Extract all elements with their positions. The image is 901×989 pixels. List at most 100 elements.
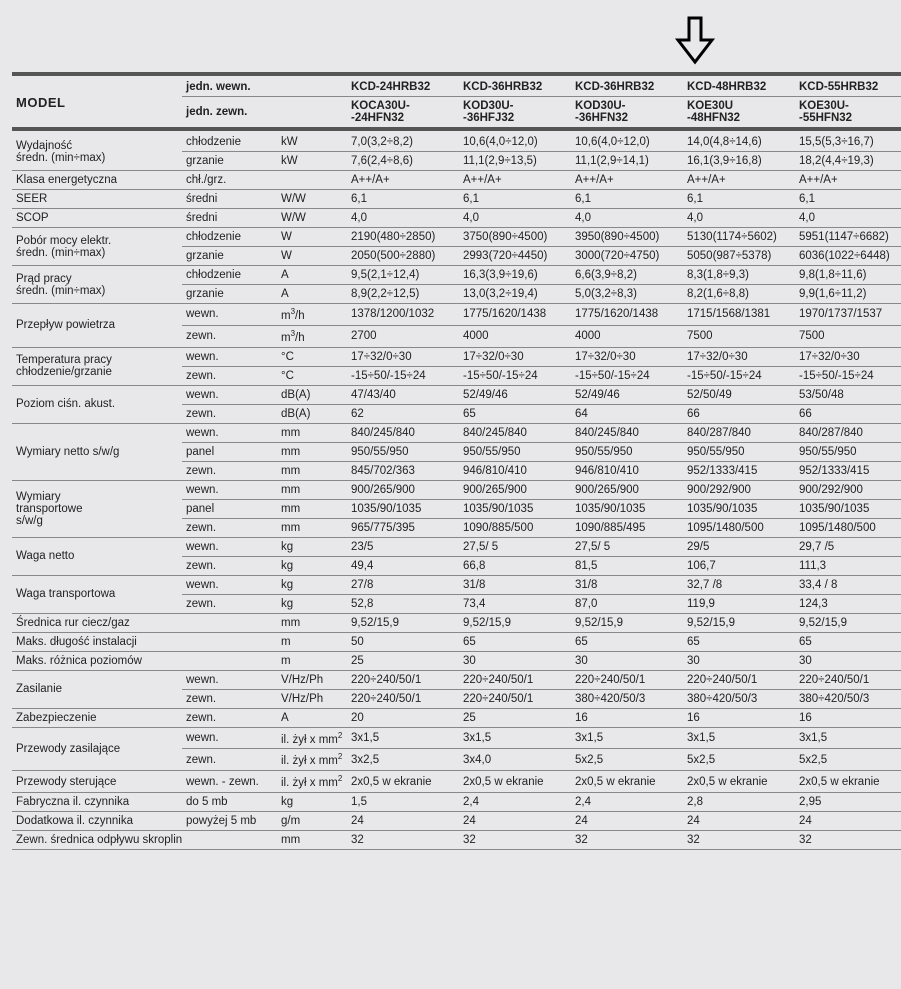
cell-value: 2993(720÷4450) — [459, 247, 571, 266]
row-unit: mm — [277, 461, 347, 480]
cell-value: 11,1(2,9÷14,1) — [571, 152, 683, 171]
row-unit: m3/h — [277, 304, 347, 326]
row-label: Klasa energetyczna — [12, 171, 182, 190]
cell-value: 20 — [347, 708, 459, 727]
table-row: Waga transportowawewn.kg27/831/831/832,7… — [12, 575, 901, 594]
cell-value: 4,0 — [459, 209, 571, 228]
cell-value: 65 — [459, 404, 571, 423]
cell-value: 220÷240/50/1 — [347, 689, 459, 708]
table-row: Pobór mocy elektr.średn. (min÷max)chłodz… — [12, 228, 901, 247]
cell-value: 24 — [795, 812, 901, 831]
table-row: SEERśredniW/W6,16,16,16,16,1 — [12, 190, 901, 209]
cell-value: 900/292/900 — [795, 480, 901, 499]
cell-value: 9,9(1,6÷11,2) — [795, 285, 901, 304]
row-sublabel: wewn. — [182, 423, 277, 442]
row-label: Maks. długość instalacji — [12, 632, 277, 651]
table-body: Wydajnośćśredn. (min÷max)chłodzeniekW7,0… — [12, 133, 901, 850]
cell-value: 6,1 — [571, 190, 683, 209]
row-unit: kg — [277, 594, 347, 613]
row-unit: mm — [277, 831, 347, 850]
row-label: Dodatkowa il. czynnika — [12, 812, 182, 831]
model-col-1: KCD-36HRB32 — [459, 78, 571, 97]
cell-value: 17÷32/0÷30 — [683, 347, 795, 366]
row-label: Waga netto — [12, 537, 182, 575]
row-unit: W/W — [277, 190, 347, 209]
cell-value: 73,4 — [459, 594, 571, 613]
row-sublabel: zewn. — [182, 708, 277, 727]
row-sublabel: grzanie — [182, 152, 277, 171]
row-unit: il. żył x mm2 — [277, 727, 347, 749]
row-label: Zabezpieczenie — [12, 708, 182, 727]
cell-value: 1090/885/500 — [459, 518, 571, 537]
cell-value: 25 — [347, 651, 459, 670]
row-label: Pobór mocy elektr.średn. (min÷max) — [12, 228, 182, 266]
cell-value: 9,5(2,1÷12,4) — [347, 266, 459, 285]
cell-value: 3750(890÷4500) — [459, 228, 571, 247]
arrow-indicator — [12, 12, 889, 72]
row-sublabel: zewn. — [182, 518, 277, 537]
cell-value: 23/5 — [347, 537, 459, 556]
cell-value: 9,52/15,9 — [795, 613, 901, 632]
row-label: Maks. różnica poziomów — [12, 651, 277, 670]
row-unit: kg — [277, 537, 347, 556]
row-unit: m3/h — [277, 325, 347, 347]
cell-value: 4,0 — [795, 209, 901, 228]
cell-value: 30 — [683, 651, 795, 670]
row-unit: V/Hz/Ph — [277, 689, 347, 708]
cell-value: 1095/1480/500 — [683, 518, 795, 537]
cell-value: 3x1,5 — [459, 727, 571, 749]
cell-value: 6,1 — [795, 190, 901, 209]
cell-value: 119,9 — [683, 594, 795, 613]
row-sublabel: średni — [182, 209, 277, 228]
cell-value: 32 — [683, 831, 795, 850]
cell-value: 2x0,5 w ekranie — [683, 771, 795, 793]
table-row: Fabryczna il. czynnikado 5 mbkg1,52,42,4… — [12, 793, 901, 812]
row-sublabel: chł./grz. — [182, 171, 277, 190]
row-label: Przepływ powietrza — [12, 304, 182, 348]
row-label: Wymiarytransportowes/w/g — [12, 480, 182, 537]
cell-value: 11,1(2,9÷13,5) — [459, 152, 571, 171]
row-sublabel: średni — [182, 190, 277, 209]
row-sublabel: do 5 mb — [182, 793, 277, 812]
row-unit: kW — [277, 152, 347, 171]
cell-value: A++/A+ — [571, 171, 683, 190]
row-label: Wydajnośćśredn. (min÷max) — [12, 133, 182, 171]
cell-value: 1378/1200/1032 — [347, 304, 459, 326]
cell-value: 220÷240/50/1 — [795, 670, 901, 689]
table-row: Średnica rur ciecz/gazmm9,52/15,99,52/15… — [12, 613, 901, 632]
cell-value: 2,4 — [571, 793, 683, 812]
cell-value: 5,0(3,2÷8,3) — [571, 285, 683, 304]
cell-value: 1775/1620/1438 — [571, 304, 683, 326]
table-row: Prąd pracyśredn. (min÷max)chłodzenieA9,5… — [12, 266, 901, 285]
outer-unit-header: jedn. zewn. — [182, 97, 347, 130]
cell-value: 31/8 — [571, 575, 683, 594]
table-row: Klasa energetycznachł./grz.A++/A+A++/A+A… — [12, 171, 901, 190]
cell-value: 65 — [795, 632, 901, 651]
cell-value: 380÷420/50/3 — [683, 689, 795, 708]
outer-col-0: KOCA30U--24HFN32 — [347, 97, 459, 130]
row-label: Temperatura pracychłodzenie/grzanie — [12, 347, 182, 385]
cell-value: 1035/90/1035 — [683, 499, 795, 518]
row-unit: A — [277, 285, 347, 304]
table-row: SCOPśredniW/W4,04,04,04,04,0 — [12, 209, 901, 228]
row-sublabel: wewn. — [182, 385, 277, 404]
cell-value: 64 — [571, 404, 683, 423]
cell-value: 4,0 — [571, 209, 683, 228]
cell-value: 900/265/900 — [347, 480, 459, 499]
cell-value: 1715/1568/1381 — [683, 304, 795, 326]
cell-value: 29/5 — [683, 537, 795, 556]
table-row: Temperatura pracychłodzenie/grzaniewewn.… — [12, 347, 901, 366]
cell-value: 24 — [571, 812, 683, 831]
cell-value: 13,0(3,2÷19,4) — [459, 285, 571, 304]
row-sublabel: zewn. — [182, 366, 277, 385]
cell-value: 2190(480÷2850) — [347, 228, 459, 247]
cell-value: -15÷50/-15÷24 — [571, 366, 683, 385]
cell-value: 2x0,5 w ekranie — [795, 771, 901, 793]
cell-value: 4,0 — [347, 209, 459, 228]
cell-value: 6,6(3,9÷8,2) — [571, 266, 683, 285]
cell-value: 32,7 /8 — [683, 575, 795, 594]
cell-value: 965/775/395 — [347, 518, 459, 537]
cell-value: 32 — [571, 831, 683, 850]
cell-value: 6,1 — [459, 190, 571, 209]
table-row: Waga nettowewn.kg23/527,5/ 527,5/ 529/52… — [12, 537, 901, 556]
